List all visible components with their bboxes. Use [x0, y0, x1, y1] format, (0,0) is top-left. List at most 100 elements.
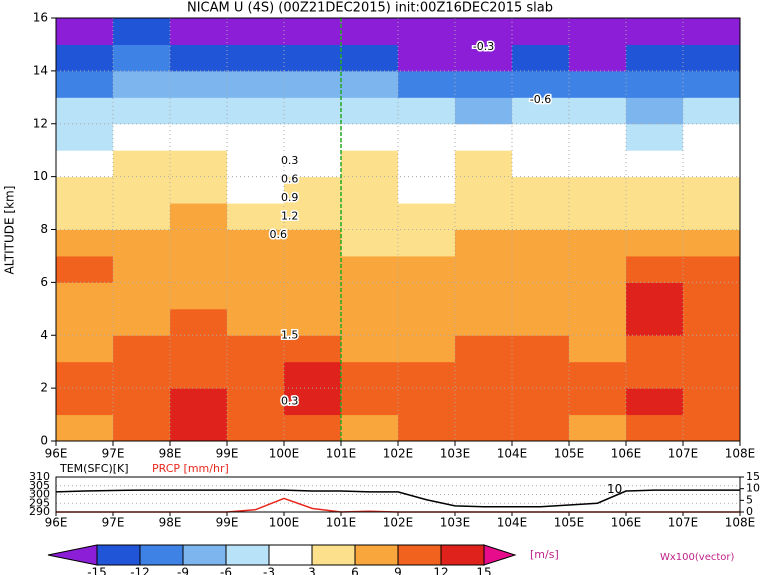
y-tick-label: 6	[40, 275, 48, 289]
field-cell	[455, 44, 513, 72]
colorbar-box	[440, 544, 485, 566]
field-cell	[455, 176, 513, 204]
field-cell	[569, 97, 627, 125]
field-cell	[56, 123, 114, 151]
field-cell	[341, 388, 399, 416]
field-cell	[683, 123, 741, 151]
field-cell	[512, 176, 570, 204]
field-cell	[569, 18, 627, 45]
colorbar-box	[139, 544, 184, 566]
colorbar-label: -3	[263, 566, 275, 575]
field-cell	[284, 44, 342, 72]
field-cell	[284, 18, 342, 45]
field-cell	[398, 150, 456, 178]
field-cell	[455, 361, 513, 389]
contour-label: 0.6	[281, 172, 299, 185]
field-cell	[113, 176, 171, 204]
contour-label: 1.5	[281, 328, 299, 341]
field-cell	[284, 229, 342, 257]
x-tick-label: 97E	[102, 447, 125, 461]
field-cell	[341, 18, 399, 45]
x-tick-label: 100E	[269, 447, 300, 461]
colorbar-label: 12	[433, 566, 448, 575]
field-cell	[170, 282, 228, 310]
field-cell	[284, 176, 342, 204]
y-tick-label: 16	[33, 11, 48, 25]
field-cell	[569, 414, 627, 442]
field-cell	[398, 203, 456, 230]
field-cell	[113, 123, 171, 151]
field-cell	[455, 229, 513, 257]
field-cell	[626, 203, 684, 230]
field-cell	[341, 44, 399, 72]
field-cell	[398, 282, 456, 310]
field-cell	[113, 97, 171, 125]
field-cell	[170, 414, 228, 442]
field-cell	[56, 255, 114, 283]
field-cell	[512, 414, 570, 442]
field-cell	[170, 18, 228, 45]
field-cell	[284, 70, 342, 98]
field-cell	[56, 282, 114, 310]
plot-frame	[55, 17, 741, 442]
field-cell	[170, 150, 228, 178]
y2-tick-label: 0	[746, 505, 753, 518]
field-cell	[683, 414, 741, 442]
series-line	[55, 489, 740, 508]
field-cell	[683, 388, 741, 416]
field-cell	[683, 203, 741, 230]
x-tick-label: 96E	[45, 516, 68, 530]
colorbar-box	[311, 544, 356, 566]
field-cell	[455, 282, 513, 310]
field-cell	[626, 282, 684, 310]
field-cell	[170, 229, 228, 257]
field-cell	[113, 388, 171, 416]
field-cell	[569, 308, 627, 336]
field-cell	[341, 123, 399, 151]
x-tick-label: 102E	[383, 447, 414, 461]
field-cell	[227, 282, 285, 310]
field-cell	[512, 282, 570, 310]
field-cell	[170, 44, 228, 72]
field-cell	[455, 255, 513, 283]
contour-label: 0.6	[270, 228, 288, 241]
field-cell	[626, 388, 684, 416]
field-cell	[56, 176, 114, 204]
field-cell	[56, 44, 114, 72]
field-cell	[341, 97, 399, 125]
x-tick-label: 106E	[611, 516, 642, 530]
x-tick-label: 100E	[269, 516, 300, 530]
field-cell	[683, 282, 741, 310]
field-cell	[227, 203, 285, 230]
colorbar-box	[225, 544, 270, 566]
field-cell	[284, 203, 342, 230]
field-cell	[569, 203, 627, 230]
field-cell	[512, 361, 570, 389]
field-cell	[683, 335, 741, 363]
field-cell	[113, 203, 171, 230]
field-cell	[56, 203, 114, 230]
field-cell	[626, 97, 684, 125]
field-cell	[398, 255, 456, 283]
x-tick-label: 99E	[216, 447, 239, 461]
field-cell	[341, 255, 399, 283]
field-cell	[683, 97, 741, 125]
field-cell	[398, 335, 456, 363]
field-cell	[170, 70, 228, 98]
field-cell	[284, 255, 342, 283]
field-cell	[113, 44, 171, 72]
field-cell	[626, 123, 684, 151]
field-cell	[398, 176, 456, 204]
field-cell	[227, 388, 285, 416]
colorbar-high	[483, 544, 517, 566]
field-cell	[170, 123, 228, 151]
field-cell	[626, 150, 684, 178]
field-cell	[227, 414, 285, 442]
field-cell	[341, 335, 399, 363]
field-cell	[227, 176, 285, 204]
field-cell	[113, 282, 171, 310]
field-cell	[398, 70, 456, 98]
colorbar-box	[397, 544, 442, 566]
field-cell	[683, 361, 741, 389]
